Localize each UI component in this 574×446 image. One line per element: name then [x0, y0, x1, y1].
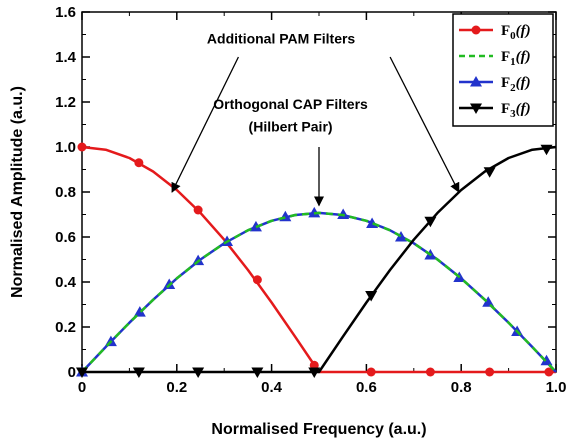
x-tick-label: 0 [78, 379, 86, 396]
series-layer [76, 142, 557, 378]
y-tick-label: 0 [68, 364, 76, 381]
legend-item: F1(f) [459, 49, 531, 68]
data-point-triangle-up [482, 296, 495, 307]
data-point-triangle-up [133, 306, 146, 317]
data-point-circle [77, 142, 87, 152]
y-tick-label: 1.0 [55, 139, 76, 156]
annotation-text: Orthogonal CAP Filters [213, 96, 368, 112]
legend-label: F1(f) [501, 49, 531, 68]
series-line [81, 211, 557, 373]
data-point-triangle-down [365, 291, 378, 302]
y-tick-label: 1.2 [55, 94, 76, 111]
data-point-triangle-up [337, 208, 350, 219]
data-point-triangle-down [308, 367, 321, 378]
series-0 [77, 142, 556, 377]
legend: F0(f) F1(f) F2(f) F3(f) [452, 13, 554, 127]
x-tick-label: 0.4 [261, 379, 283, 396]
data-point-triangle-down [251, 367, 264, 378]
series-line [81, 211, 557, 373]
plot-area: 0 0.2 0.4 0.6 0.8 1.0 1.2 1.4 1.6 0 0.2 0.4 0.6 0.8 1.… [9, 4, 566, 438]
y-tick-label: 0.6 [55, 229, 76, 246]
x-tick-label: 0.8 [451, 379, 472, 396]
data-point-circle [252, 275, 262, 285]
series-3 [76, 144, 557, 378]
series-line [82, 145, 557, 374]
data-point-triangle-down [470, 103, 482, 114]
y-axis-title: Normalised Amplitude (a.u.) [9, 86, 26, 298]
data-point-circle [471, 25, 481, 35]
data-point-triangle-down [76, 367, 88, 378]
annotation-text: Additional PAM Filters [207, 31, 356, 47]
y-tick-label: 1.4 [55, 49, 77, 66]
y-tick-label: 0.8 [55, 184, 76, 201]
y-tick-label: 0.2 [55, 319, 76, 336]
data-point-circle [425, 367, 435, 377]
data-point-triangle-down [192, 367, 205, 378]
annotation-text-2: (Hilbert Pair) [249, 118, 333, 134]
annotation-arrow [171, 56, 240, 193]
legend-label: F3(f) [501, 101, 531, 120]
data-point-circle [366, 367, 376, 377]
legend-label: F2(f) [501, 75, 531, 94]
data-point-triangle-down [132, 367, 145, 378]
legend-item: F3(f) [459, 101, 531, 120]
annotation-arrow [389, 56, 460, 193]
x-tick-label: 0.2 [166, 379, 187, 396]
data-point-circle [193, 205, 203, 215]
y-tick-label: 1.6 [55, 4, 76, 21]
x-tick-label: 0.6 [356, 379, 377, 396]
x-tick-label: 1.0 [546, 379, 567, 396]
data-point-triangle-up [366, 217, 379, 228]
annotations: Additional PAM Filters Orthogonal CAP Fil… [171, 31, 460, 207]
data-point-triangle-up [540, 354, 553, 366]
data-point-triangle-up [395, 231, 408, 242]
x-axis-title: Normalised Frequency (a.u.) [211, 421, 426, 438]
data-point-triangle-down [424, 216, 437, 228]
data-point-circle [544, 367, 554, 377]
series-2 [76, 206, 557, 377]
legend-label: F0(f) [501, 23, 531, 42]
data-point-triangle-up [470, 76, 482, 87]
data-point-circle [485, 367, 495, 377]
data-point-circle [134, 158, 144, 168]
data-point-triangle-down [540, 144, 553, 156]
data-point-triangle-down [483, 167, 496, 178]
legend-item: F2(f) [459, 75, 531, 94]
series-1 [81, 211, 557, 373]
legend-item: F0(f) [459, 23, 531, 42]
y-tick-label: 0.4 [55, 274, 77, 291]
